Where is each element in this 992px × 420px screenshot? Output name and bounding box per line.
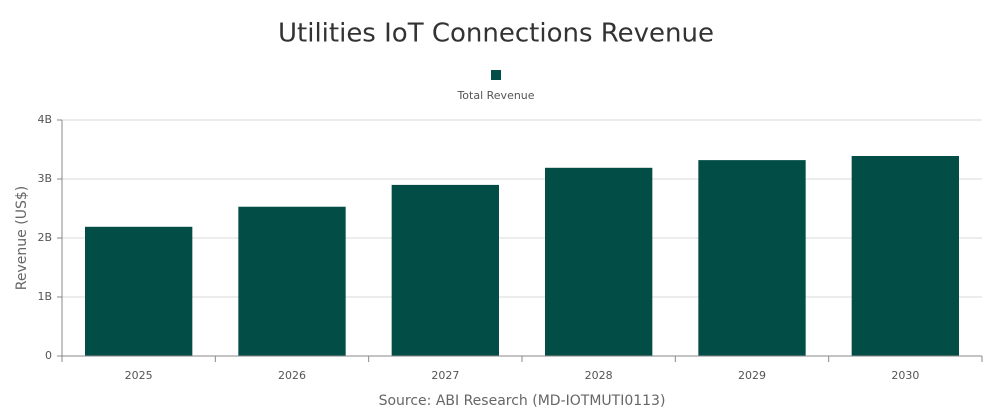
bar — [238, 206, 346, 356]
x-tick-label: 2028 — [585, 369, 613, 382]
y-axis-label: Revenue (US$) — [14, 186, 30, 290]
x-tick-label: 2025 — [125, 369, 153, 382]
y-tick-label: 4B — [37, 113, 52, 126]
y-tick-label: 0 — [45, 349, 52, 362]
bar — [698, 160, 806, 356]
bar — [391, 184, 499, 356]
x-tick-label: 2027 — [431, 369, 459, 382]
x-tick-label: 2029 — [738, 369, 766, 382]
chart-title: Utilities IoT Connections Revenue — [278, 19, 714, 49]
x-tick-label: 2026 — [278, 369, 306, 382]
y-tick-label: 1B — [37, 290, 52, 303]
y-tick-label: 3B — [37, 172, 52, 185]
x-tick-label: 2030 — [891, 369, 919, 382]
source: Source: ABI Research (MD-IOTMUTI0113) — [379, 393, 666, 409]
bar — [851, 155, 959, 356]
bar — [85, 226, 193, 356]
legend-swatch — [491, 70, 501, 80]
legend-label: Total Revenue — [456, 89, 534, 102]
bar — [545, 167, 653, 356]
y-tick-label: 2B — [37, 231, 52, 244]
